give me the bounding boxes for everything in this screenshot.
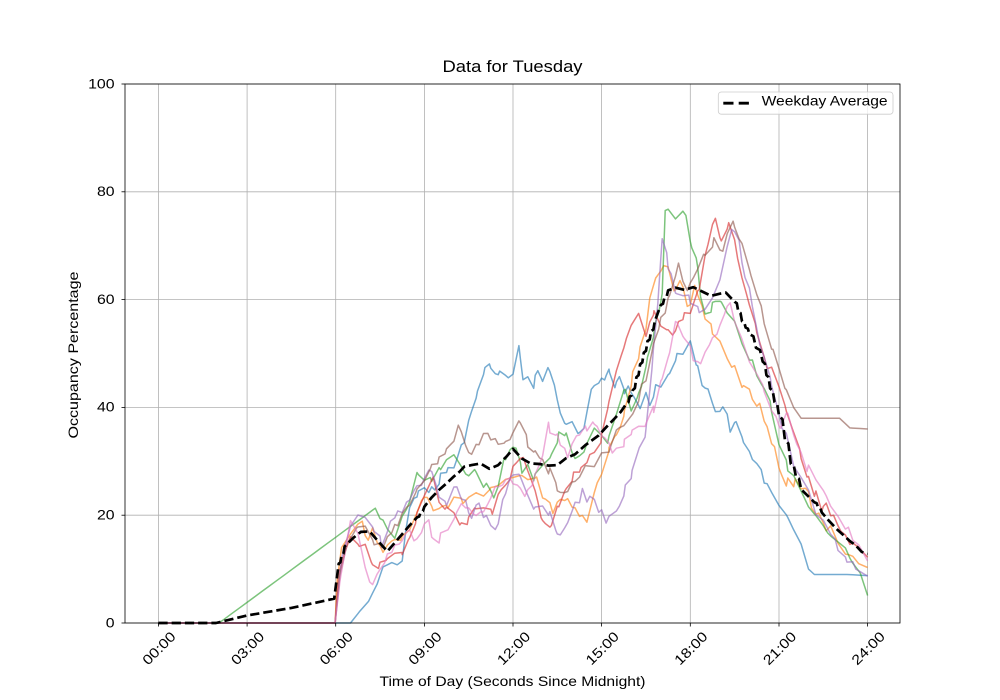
svg-text:40: 40 (97, 399, 115, 415)
svg-text:Time of Day (Seconds Since Mid: Time of Day (Seconds Since Midnight) (380, 673, 646, 689)
svg-text:Occupancy Percentage: Occupancy Percentage (65, 271, 81, 438)
svg-text:20: 20 (97, 507, 115, 523)
svg-text:Weekday Average: Weekday Average (762, 93, 888, 109)
svg-text:100: 100 (88, 75, 115, 91)
svg-text:60: 60 (97, 291, 115, 307)
svg-text:80: 80 (97, 183, 115, 199)
svg-text:Data for Tuesday: Data for Tuesday (443, 57, 584, 76)
svg-text:0: 0 (106, 614, 115, 630)
